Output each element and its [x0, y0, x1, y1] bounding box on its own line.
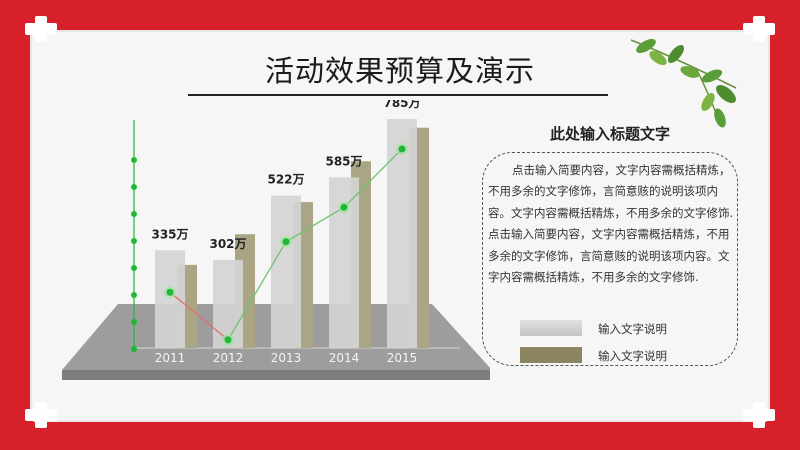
legend-swatch-2	[520, 347, 582, 363]
trend-point	[224, 336, 232, 344]
axis-dot	[131, 211, 137, 217]
title-underline	[188, 94, 608, 96]
category-label: 2015	[387, 351, 418, 365]
axis-dot	[131, 157, 137, 163]
data-label: 785万	[383, 100, 420, 110]
cross-icon	[740, 400, 778, 430]
axis-dot	[131, 319, 137, 325]
data-label: 585万	[325, 154, 362, 168]
chart-platform-side	[62, 370, 490, 380]
axis-dot	[131, 184, 137, 190]
trend-line-segment	[169, 291, 229, 341]
axis-dot	[131, 346, 137, 352]
axis-dot	[131, 292, 137, 298]
axis-dot	[131, 238, 137, 244]
bar-chart: 335万 302万 522万 585万 785万 2011 2012 2013 2014 201…	[62, 100, 490, 380]
trend-line-segment	[285, 206, 345, 243]
trend-point	[166, 288, 174, 296]
page-title: 活动效果预算及演示	[264, 54, 535, 88]
category-label: 2013	[271, 351, 302, 365]
trend-point	[340, 203, 348, 211]
cross-icon	[22, 14, 60, 44]
cross-icon	[740, 14, 778, 44]
category-label: 2014	[329, 351, 360, 365]
bar-series-1	[213, 259, 243, 348]
cross-icon	[22, 400, 60, 430]
data-label: 302万	[209, 237, 246, 251]
bar-series-1	[155, 250, 185, 348]
leaf-branch-icon	[630, 39, 737, 128]
data-label: 522万	[267, 173, 304, 187]
text-box	[482, 152, 738, 366]
legend-label-1: 输入文字说明	[598, 322, 667, 336]
bar-series-1	[387, 118, 417, 348]
trend-point	[282, 238, 290, 246]
data-label: 335万	[151, 227, 188, 241]
trend-point	[398, 145, 406, 153]
trend-line-segment	[343, 148, 403, 208]
legend-swatch-1	[520, 320, 582, 336]
legend-label-2: 输入文字说明	[598, 349, 667, 363]
body-text: 点击输入简要内容，文字内容需概括精炼，不用多余的文字修饰，言简意赅的说明该项内容…	[488, 163, 734, 285]
category-label: 2012	[213, 351, 244, 365]
axis-dot	[131, 265, 137, 271]
section-subtitle: 此处输入标题文字	[549, 125, 670, 143]
bar-series-1	[271, 195, 301, 348]
category-label: 2011	[155, 351, 186, 365]
trend-line-segment	[227, 241, 287, 341]
